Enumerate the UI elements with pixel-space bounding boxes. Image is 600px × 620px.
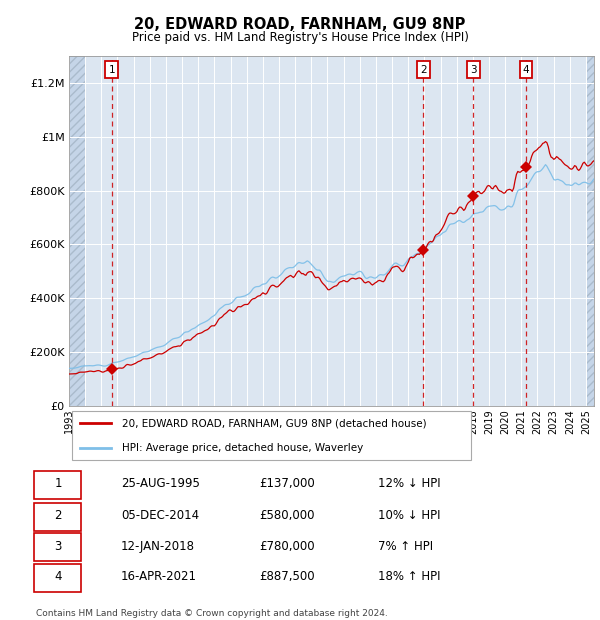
Text: 4: 4 — [523, 64, 529, 74]
Text: 1: 1 — [109, 64, 115, 74]
Text: HPI: Average price, detached house, Waverley: HPI: Average price, detached house, Wave… — [121, 443, 363, 453]
FancyBboxPatch shape — [34, 564, 82, 592]
Text: 12% ↓ HPI: 12% ↓ HPI — [378, 477, 440, 490]
Text: £580,000: £580,000 — [259, 509, 314, 522]
Text: 7% ↑ HPI: 7% ↑ HPI — [378, 539, 433, 552]
Text: 2: 2 — [420, 64, 427, 74]
Text: 3: 3 — [470, 64, 477, 74]
Text: £780,000: £780,000 — [259, 539, 315, 552]
Text: 2: 2 — [55, 509, 62, 522]
Text: £137,000: £137,000 — [259, 477, 315, 490]
Text: 16-APR-2021: 16-APR-2021 — [121, 570, 197, 583]
Bar — [586, 56, 594, 406]
Bar — [69, 56, 85, 406]
FancyBboxPatch shape — [34, 533, 82, 562]
Text: 1: 1 — [55, 477, 62, 490]
Text: 25-AUG-1995: 25-AUG-1995 — [121, 477, 200, 490]
FancyBboxPatch shape — [71, 411, 470, 460]
Text: 20, EDWARD ROAD, FARNHAM, GU9 8NP: 20, EDWARD ROAD, FARNHAM, GU9 8NP — [134, 17, 466, 32]
Text: 12-JAN-2018: 12-JAN-2018 — [121, 539, 195, 552]
Text: 3: 3 — [55, 539, 62, 552]
Text: 4: 4 — [55, 570, 62, 583]
Text: 18% ↑ HPI: 18% ↑ HPI — [378, 570, 440, 583]
Text: Price paid vs. HM Land Registry's House Price Index (HPI): Price paid vs. HM Land Registry's House … — [131, 31, 469, 44]
Text: 05-DEC-2014: 05-DEC-2014 — [121, 509, 199, 522]
Text: £887,500: £887,500 — [259, 570, 315, 583]
Text: Contains HM Land Registry data © Crown copyright and database right 2024.
This d: Contains HM Land Registry data © Crown c… — [35, 609, 387, 620]
Text: 10% ↓ HPI: 10% ↓ HPI — [378, 509, 440, 522]
FancyBboxPatch shape — [34, 503, 82, 531]
Text: 20, EDWARD ROAD, FARNHAM, GU9 8NP (detached house): 20, EDWARD ROAD, FARNHAM, GU9 8NP (detac… — [121, 418, 426, 428]
FancyBboxPatch shape — [34, 471, 82, 498]
